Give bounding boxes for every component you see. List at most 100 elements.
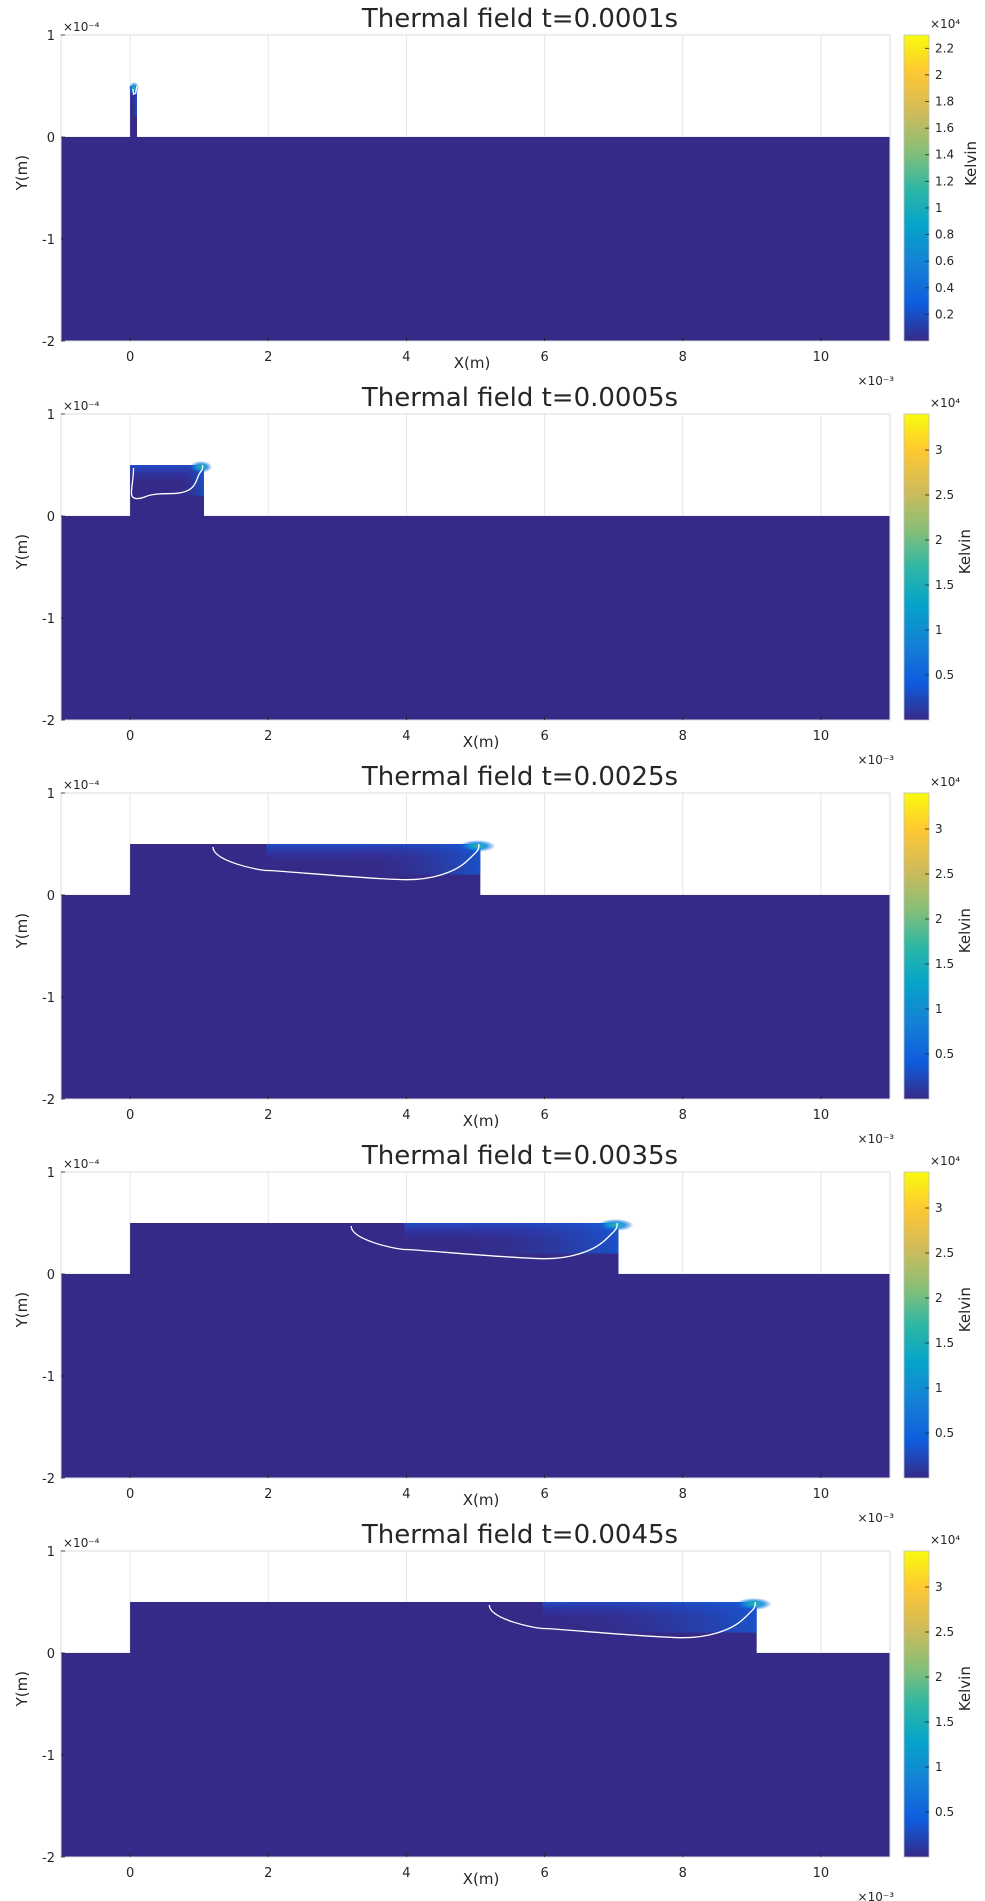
hot-spot — [735, 1598, 772, 1610]
colorbar — [904, 35, 929, 341]
colorbar-frame — [903, 413, 930, 721]
colorbar-label: Kelvin — [962, 141, 980, 186]
colorbar-label: Kelvin — [956, 529, 974, 574]
substrate-field — [61, 137, 890, 341]
chart-title: Thermal field t=0.0025s — [361, 762, 678, 792]
y-tick-label: -1 — [42, 991, 55, 1006]
colorbar-label: Kelvin — [956, 908, 974, 953]
y-axis-label: Y(m) — [13, 913, 31, 949]
x-tick-label: 6 — [540, 1108, 548, 1123]
chart-panel-1: 0 2 4 6 8 10 -2 -1 0 1 ×10⁻⁴ ×10⁻³ Thermal field t=0… — [13, 4, 980, 388]
y-tick-label: -1 — [42, 1749, 55, 1764]
y-tick-label: -1 — [42, 233, 55, 248]
y-tick-label: 1 — [47, 29, 55, 44]
colorbar-tick-label: 0.6 — [935, 254, 954, 268]
x-tick-label: 8 — [679, 350, 687, 365]
colorbar — [904, 793, 929, 1099]
colorbar-tick-label: 0.5 — [935, 1805, 954, 1819]
colorbar-tick-label: 2 — [935, 68, 943, 82]
colorbar-exponent: ×10⁴ — [930, 396, 960, 410]
colorbar-tick-label: 2 — [935, 1291, 943, 1305]
axes-box — [60, 1550, 891, 1858]
colorbar-tick-label: 2.5 — [935, 1246, 954, 1260]
hot-spot — [597, 1219, 634, 1231]
colorbar-tick-label: 2.5 — [935, 1625, 954, 1639]
x-tick-label: 4 — [402, 1487, 410, 1502]
hot-spot — [128, 82, 139, 94]
colorbar-tick-label: 2 — [935, 1670, 943, 1684]
colorbar-exponent: ×10⁴ — [930, 17, 960, 31]
colorbar-tick-label: 1.5 — [935, 578, 954, 592]
y-tick-label: 1 — [47, 408, 55, 423]
hot-spot — [459, 840, 496, 852]
colorbar-tick-label: 1.5 — [935, 957, 954, 971]
colorbar-tick-label: 0.5 — [935, 1047, 954, 1061]
colorbar-tick-label: 1.6 — [935, 121, 954, 135]
heat-front — [447, 1223, 619, 1254]
x-tick-label: 2 — [264, 1108, 272, 1123]
chart-panel-5: 0 2 4 6 8 10 -2 -1 0 1 ×10⁻⁴ ×10⁻³ Thermal field t=0… — [13, 1520, 974, 1901]
axes-box — [60, 34, 891, 342]
y-tick-label: -2 — [42, 1093, 55, 1108]
substrate-field — [61, 1653, 890, 1857]
x-axis-label: X(m) — [454, 354, 491, 372]
colorbar-tick-label: 2.5 — [935, 867, 954, 881]
colorbar-tick-label: 1.5 — [935, 1336, 954, 1350]
colorbar-tick-label: 3 — [935, 1580, 943, 1594]
x-tick-label: 0 — [126, 1866, 134, 1881]
heat-front — [537, 1602, 757, 1633]
x-tick-label: 6 — [540, 350, 548, 365]
colorbar-exponent: ×10⁴ — [930, 775, 960, 789]
x-exponent: ×10⁻³ — [858, 1132, 895, 1146]
colorbar-tick-label: 1.8 — [935, 95, 954, 109]
y-exponent: ×10⁻⁴ — [63, 20, 100, 34]
x-tick-label: 2 — [264, 1487, 272, 1502]
melt-pool-contour — [350, 1222, 618, 1260]
y-exponent: ×10⁻⁴ — [63, 1536, 100, 1550]
heat-front — [357, 844, 481, 875]
melt-pool-contour — [132, 85, 138, 96]
y-tick-label: -1 — [42, 1370, 55, 1385]
x-tick-label: 8 — [679, 1866, 687, 1881]
chart-title: Thermal field t=0.0005s — [361, 383, 678, 413]
colorbar-tick-label: 1.4 — [935, 148, 954, 162]
colorbar-tick-label: 0.4 — [935, 281, 954, 295]
substrate-field — [61, 1274, 890, 1478]
melt-pool-contour — [212, 843, 480, 881]
x-tick-label: 4 — [402, 1108, 410, 1123]
x-tick-label: 6 — [540, 1866, 548, 1881]
colorbar-frame — [903, 1171, 930, 1479]
x-tick-label: 4 — [402, 350, 410, 365]
x-tick-label: 8 — [679, 1487, 687, 1502]
colorbar-tick-label: 0.2 — [935, 307, 954, 321]
y-tick-label: 1 — [47, 1545, 55, 1560]
x-tick-label: 0 — [126, 1487, 134, 1502]
x-tick-label: 6 — [540, 1487, 548, 1502]
x-exponent: ×10⁻³ — [858, 1890, 895, 1901]
colorbar-tick-label: 2 — [935, 912, 943, 926]
y-tick-label: 0 — [47, 889, 55, 904]
y-tick-label: -2 — [42, 1851, 55, 1866]
x-axis-label: X(m) — [463, 1112, 500, 1130]
y-exponent: ×10⁻⁴ — [63, 778, 100, 792]
melt-pool-contour — [488, 1601, 756, 1639]
colorbar-tick-label: 1 — [935, 201, 943, 215]
y-tick-label: 0 — [47, 131, 55, 146]
axes-box — [60, 413, 891, 721]
colorbar — [904, 1172, 929, 1478]
y-tick-label: -2 — [42, 335, 55, 350]
x-axis-label: X(m) — [463, 1491, 500, 1509]
y-tick-label: 1 — [47, 787, 55, 802]
x-tick-label: 6 — [540, 729, 548, 744]
y-axis-label: Y(m) — [13, 1671, 31, 1707]
x-tick-label: 0 — [126, 1108, 134, 1123]
axes-box — [60, 792, 891, 1100]
x-tick-label: 2 — [264, 729, 272, 744]
colorbar-tick-label: 0.8 — [935, 228, 954, 242]
x-tick-label: 4 — [402, 729, 410, 744]
x-tick-label: 8 — [679, 729, 687, 744]
x-tick-label: 4 — [402, 1866, 410, 1881]
chart-title: Thermal field t=0.0001s — [361, 4, 678, 34]
